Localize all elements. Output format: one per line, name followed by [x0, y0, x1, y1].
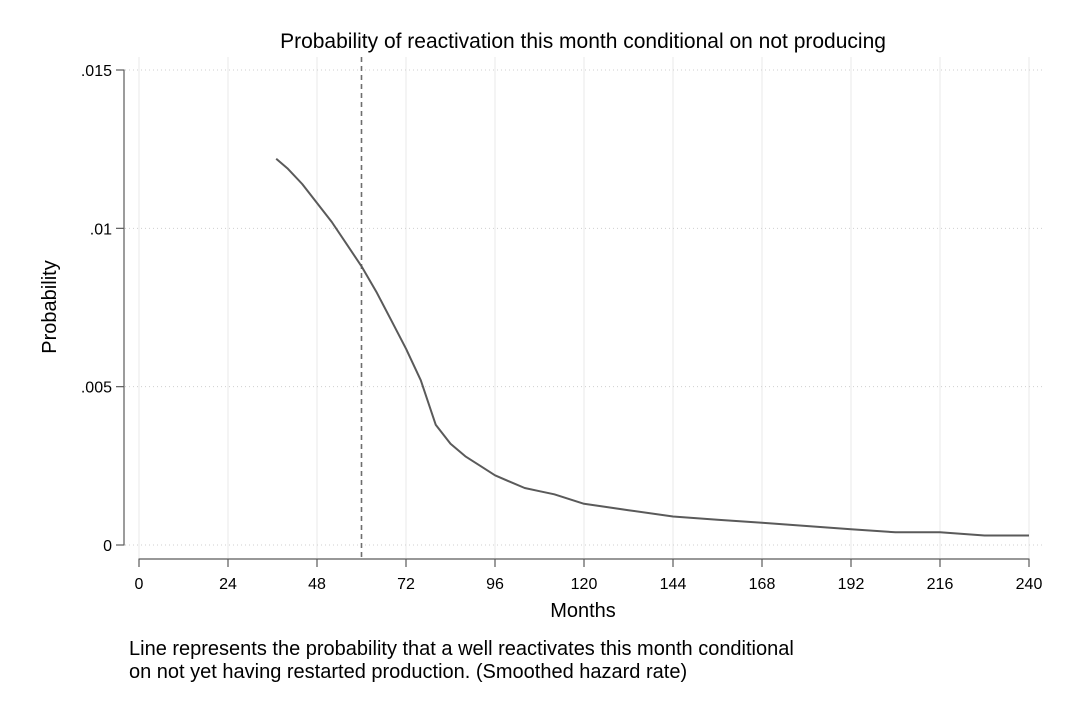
axes: 0 .005 .01 .015 0 24 48 72 96 120 144 168 192 216 240: [81, 63, 1043, 593]
chart-note: Line represents the probability that a w…: [129, 638, 1029, 684]
x-tick-label: 168: [749, 576, 776, 593]
chart-title: Probability of reactivation this month c…: [280, 30, 886, 53]
x-tick-label: 96: [486, 576, 504, 593]
note-line-1: Line represents the probability that a w…: [129, 638, 794, 660]
x-tick-label: 0: [135, 576, 144, 593]
x-tick-label: 48: [308, 576, 326, 593]
x-tick-label: 72: [397, 576, 415, 593]
series-layer: [275, 157, 1029, 537]
y-tick-label: .01: [90, 221, 112, 238]
x-axis-label: Months: [550, 600, 616, 622]
x-tick-label: 144: [660, 576, 687, 593]
x-tick-label: 24: [219, 576, 237, 593]
x-tick-label: 216: [927, 576, 954, 593]
hazard-chart: Probability of reactivation this month c…: [39, 30, 1043, 622]
note-line-2: on not yet having restarted production. …: [129, 661, 688, 683]
grid-lines: [125, 57, 1043, 558]
x-tick-label: 120: [571, 576, 598, 593]
y-tick-label: .005: [81, 380, 112, 397]
series-line: [275, 157, 1029, 537]
x-tick-label: 192: [838, 576, 865, 593]
x-tick-label: 240: [1016, 576, 1043, 593]
y-tick-label: .015: [81, 63, 112, 80]
y-tick-label: 0: [103, 538, 112, 555]
y-axis-label: Probability: [39, 260, 61, 353]
